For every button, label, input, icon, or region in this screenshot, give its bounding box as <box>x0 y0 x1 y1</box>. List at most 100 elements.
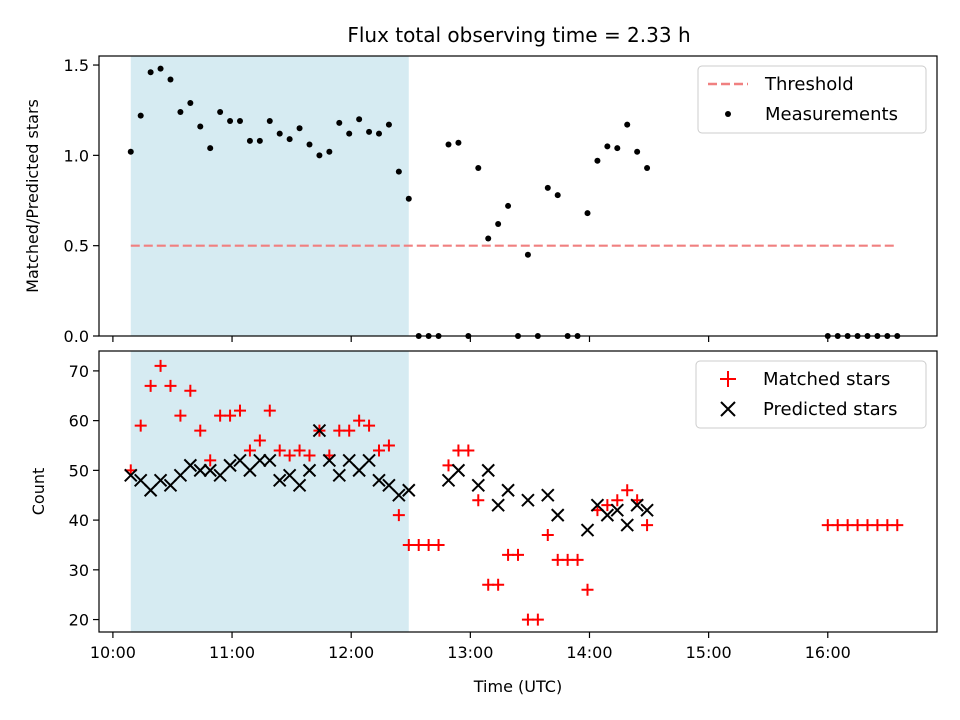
measurement-point <box>356 116 363 123</box>
measurement-point <box>475 165 482 171</box>
predicted-star-point <box>491 498 505 512</box>
legend-measurements-label: Measurements <box>765 104 898 125</box>
matched-star-point <box>253 434 266 447</box>
y-tick-label: 70 <box>69 362 89 381</box>
bottom-x-ticks: 10:00 11:00 12:00 13:00 14:00 15:00 16:00 <box>90 632 851 662</box>
predicted-star-point <box>193 463 207 478</box>
y-tick-label: 20 <box>69 611 89 630</box>
bottom-y-ticks: 20 30 40 50 60 70 <box>69 362 99 630</box>
measurement-point <box>236 118 243 125</box>
predicted-star-point <box>263 453 277 468</box>
measurement-point <box>177 109 184 115</box>
measurement-point <box>127 148 134 155</box>
measurement-point <box>554 192 561 199</box>
predicted-star-point <box>362 453 376 468</box>
matched-star-point <box>154 359 167 372</box>
legend-predicted-label: Predicted stars <box>763 399 897 420</box>
x-tick-label: 14:00 <box>566 643 612 662</box>
y-tick-label: 0.5 <box>64 237 89 256</box>
measurement-point <box>276 130 283 137</box>
measurement-point <box>405 195 412 202</box>
matched-star-point <box>204 454 217 467</box>
predicted-star-point <box>253 453 267 468</box>
matched-star-point <box>492 578 505 591</box>
predicted-star-point <box>451 463 466 478</box>
matched-star-point <box>293 444 306 457</box>
bottom-legend-box <box>695 360 927 429</box>
predicted-star-point <box>372 473 386 488</box>
measurement-point <box>217 109 224 115</box>
measurement-point <box>604 143 611 150</box>
y-tick-label: 1.0 <box>64 146 89 165</box>
predicted-star-point <box>292 478 307 492</box>
predicted-star-point <box>610 503 624 517</box>
measurement-point <box>147 69 154 76</box>
measurement-point <box>366 128 373 135</box>
measurement-point <box>246 137 253 144</box>
matched-star-point <box>372 444 385 457</box>
y-tick-label: 1.5 <box>64 56 89 75</box>
matched-star-point <box>621 484 634 497</box>
y-tick-label: 30 <box>69 561 89 580</box>
matched-star-point <box>571 553 584 566</box>
matched-star-point <box>891 519 904 532</box>
predicted-star-point <box>600 508 615 522</box>
x-tick-label: 16:00 <box>805 643 851 662</box>
measurement-point <box>346 130 353 137</box>
measurement-point <box>227 118 234 125</box>
legend-measurement-swatch <box>725 111 731 117</box>
matched-star-point <box>164 379 177 392</box>
measurement-point <box>326 148 333 155</box>
top-legend: Threshold Measurements <box>697 65 927 134</box>
measurement-point <box>505 202 512 209</box>
matched-star-point <box>541 529 554 542</box>
matched-star-point <box>432 538 445 551</box>
measurement-point <box>594 157 601 164</box>
measurement-point <box>197 123 204 130</box>
matched-star-point <box>353 414 366 427</box>
y-tick-label: 0.0 <box>64 327 89 346</box>
predicted-star-points <box>124 423 654 537</box>
predicted-star-point <box>153 473 168 488</box>
matched-star-point <box>184 384 197 397</box>
predicted-star-point <box>640 503 654 517</box>
measurement-point <box>167 76 174 83</box>
top-panel: 0.0 0.5 1.0 1.5 Matched/Predicted stars Thr… <box>23 55 938 346</box>
predicted-star-point <box>322 453 337 468</box>
x-tick-label: 10:00 <box>90 643 136 662</box>
predicted-star-point <box>630 498 644 512</box>
measurement-point <box>137 112 144 119</box>
matched-star-point <box>343 424 356 437</box>
measurement-point <box>296 125 303 132</box>
x-axis-label: Time (UTC) <box>473 677 562 696</box>
measurement-point <box>207 145 214 152</box>
x-tick-label: 15:00 <box>686 643 732 662</box>
measurement-point <box>624 121 631 128</box>
predicted-star-point <box>183 458 198 473</box>
legend-predicted-swatch <box>720 401 736 417</box>
predicted-star-point <box>312 423 327 438</box>
predicted-star-point <box>203 463 217 478</box>
top-y-ticks: 0.0 0.5 1.0 1.5 <box>64 56 99 346</box>
measurement-point <box>157 65 164 72</box>
measurement-point <box>544 184 551 191</box>
measurement-point <box>336 119 343 126</box>
matched-star-point <box>224 409 237 422</box>
predicted-star-point <box>223 458 237 473</box>
predicted-star-point <box>580 523 595 537</box>
measurement-point <box>375 130 382 137</box>
matched-star-point <box>194 424 207 437</box>
bottom-shaded-interval <box>130 351 409 632</box>
matched-star-point <box>303 449 316 462</box>
measurement-point <box>584 210 591 217</box>
matched-star-point <box>382 439 395 452</box>
top-axes-frame <box>98 55 938 337</box>
matched-star-point <box>641 519 654 532</box>
matched-star-point <box>581 583 594 596</box>
matched-star-point <box>273 444 286 457</box>
measurement-point <box>634 148 641 155</box>
bottom-panel: 20 30 40 50 60 70 10:00 11:00 12:00 13:00 14:00 15… <box>29 350 938 696</box>
predicted-star-point <box>521 493 535 507</box>
legend-matched-label: Matched stars <box>763 369 890 390</box>
